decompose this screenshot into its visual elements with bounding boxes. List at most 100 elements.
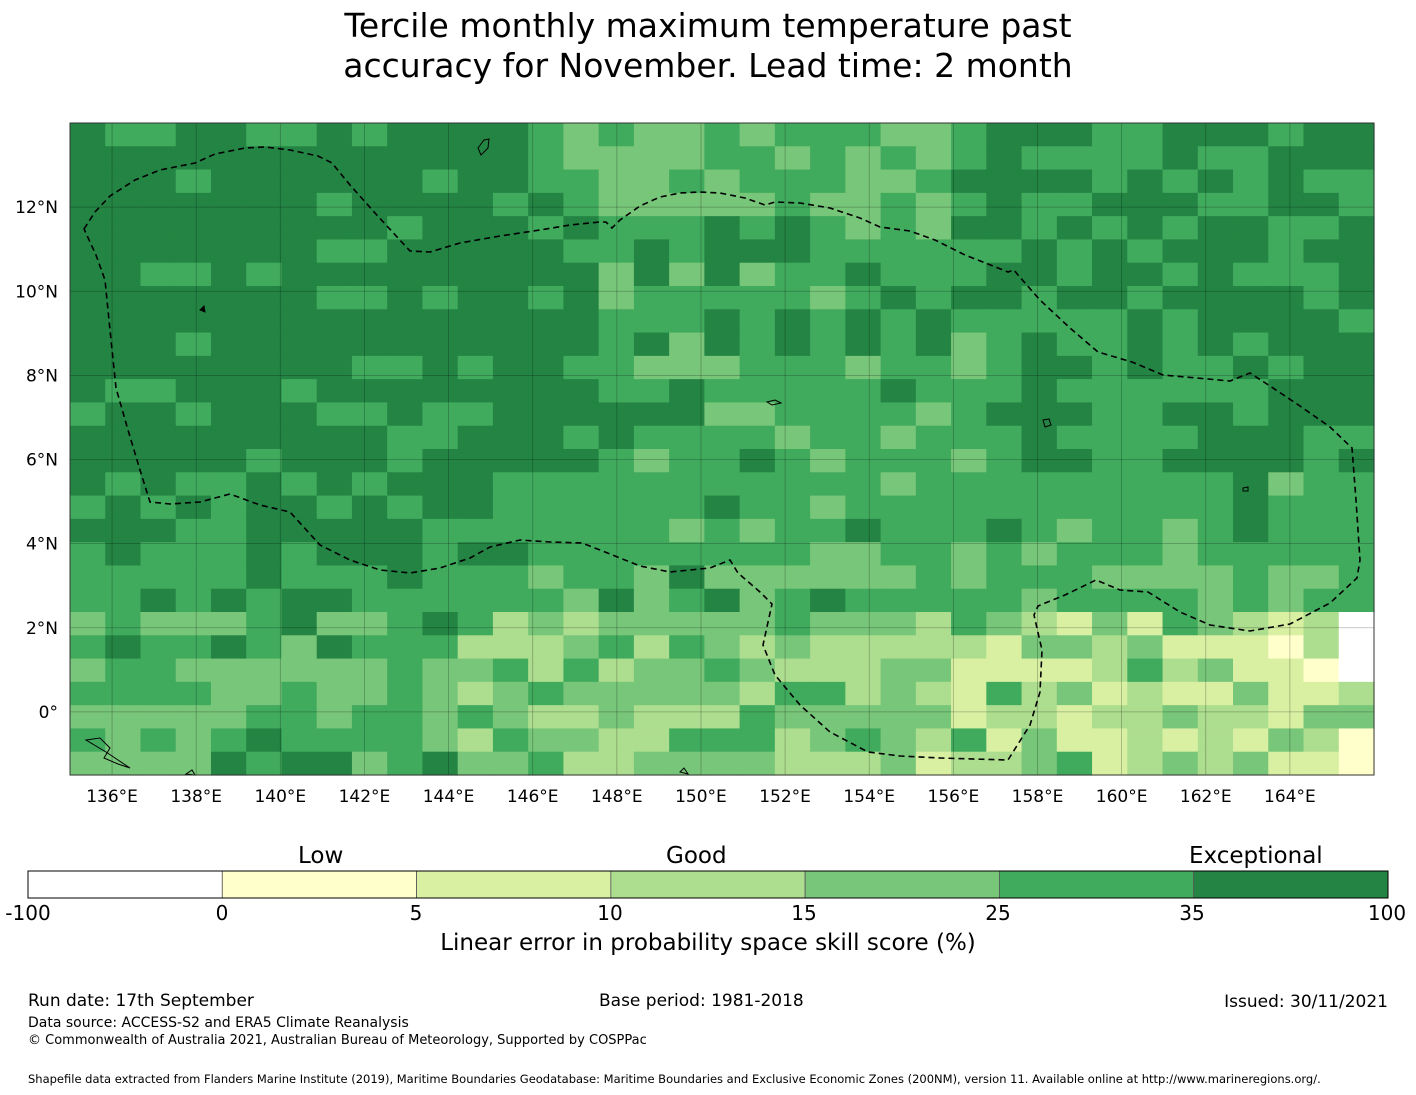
grid-cell xyxy=(387,309,424,334)
grid-cell xyxy=(739,355,776,380)
grid-cell xyxy=(1233,355,1269,380)
grid-cell xyxy=(880,192,917,217)
grid-cell xyxy=(633,588,670,613)
grid-cell xyxy=(704,146,741,171)
grid-cell xyxy=(1162,518,1199,543)
grid-cell xyxy=(492,705,529,730)
grid-cell xyxy=(105,542,142,567)
shapefile-credit: Shapefile data extracted from Flanders M… xyxy=(28,1072,1321,1086)
grid-cell xyxy=(422,728,459,753)
grid-cell xyxy=(246,286,283,310)
grid-cell xyxy=(1127,542,1164,567)
grid-cell xyxy=(281,355,318,380)
grid-cell xyxy=(845,495,882,520)
grid-cell xyxy=(1021,379,1058,404)
grid-cell xyxy=(528,192,564,217)
grid-cell xyxy=(175,728,212,753)
grid-cell xyxy=(457,681,494,706)
grid-cell xyxy=(598,402,635,427)
grid-cell xyxy=(563,449,600,473)
grid-cell xyxy=(810,449,846,473)
grid-cell xyxy=(1162,216,1199,241)
grid-cell xyxy=(1162,425,1199,450)
grid-cell xyxy=(387,192,424,217)
grid-cell xyxy=(739,332,776,357)
grid-cell xyxy=(70,262,106,287)
grid-cell xyxy=(1021,565,1058,590)
grid-cell xyxy=(845,425,882,450)
grid-cell xyxy=(1338,681,1375,706)
grid-cell xyxy=(1056,355,1093,380)
grid-cell xyxy=(70,355,106,380)
grid-cell xyxy=(633,612,670,636)
grid-cell xyxy=(1268,751,1305,776)
grid-cell xyxy=(915,169,952,194)
grid-cell xyxy=(880,216,917,241)
grid-cell xyxy=(246,612,283,636)
grid-cell xyxy=(1338,332,1375,357)
longitude-tick-label: 136°E xyxy=(86,787,138,807)
grid-cell xyxy=(563,658,600,683)
grid-cell xyxy=(70,169,106,194)
grid-cell xyxy=(1197,449,1234,473)
grid-cell xyxy=(739,705,776,730)
grid-cell xyxy=(1021,449,1058,473)
grid-cell xyxy=(422,262,459,287)
grid-cell xyxy=(387,286,424,310)
grid-cell xyxy=(316,705,353,730)
colorbar-tick: 35 xyxy=(1179,901,1205,925)
grid-cell xyxy=(387,216,424,241)
grid-cell xyxy=(1092,681,1128,706)
grid-cell xyxy=(246,379,283,404)
grid-cell xyxy=(1233,286,1269,310)
grid-cell xyxy=(70,472,106,497)
grid-cell xyxy=(316,192,353,217)
grid-cell xyxy=(316,425,353,450)
grid-cell xyxy=(704,262,741,287)
grid-cell xyxy=(598,332,635,357)
grid-cell xyxy=(281,565,318,590)
grid-cell xyxy=(387,123,424,147)
longitude-axis: 136°E 138°E 140°E 142°E 144°E 146°E 148°E 150°E… xyxy=(86,787,1316,807)
grid-cell xyxy=(915,309,952,334)
grid-cell xyxy=(1338,588,1375,613)
grid-cell xyxy=(281,542,318,567)
grid-cell xyxy=(1162,169,1199,194)
grid-cell xyxy=(669,658,705,683)
grid-cell xyxy=(669,612,705,636)
grid-cell xyxy=(1056,495,1093,520)
grid-cell xyxy=(1233,192,1269,217)
grid-cell xyxy=(1268,588,1305,613)
grid-cell xyxy=(351,658,388,683)
grid-cell xyxy=(598,681,635,706)
grid-cell xyxy=(1127,239,1164,264)
grid-cell xyxy=(1127,658,1164,683)
grid-cell xyxy=(633,565,670,590)
grid-cell xyxy=(175,355,212,380)
grid-cell xyxy=(563,612,600,636)
grid-cell xyxy=(669,495,705,520)
grid-cell xyxy=(281,425,318,450)
grid-cell xyxy=(351,472,388,497)
grid-cell xyxy=(1197,379,1234,404)
grid-cell xyxy=(105,658,142,683)
grid-cell xyxy=(1092,495,1128,520)
grid-cell xyxy=(810,192,846,217)
grid-cell xyxy=(1021,588,1058,613)
grid-cell xyxy=(986,146,1023,171)
grid-cell xyxy=(880,635,917,660)
grid-cell xyxy=(986,658,1023,683)
grid-cell xyxy=(1162,588,1199,613)
grid-cell xyxy=(915,705,952,730)
grid-cell xyxy=(1268,286,1305,310)
grid-cell xyxy=(175,332,212,357)
island-outline xyxy=(199,304,206,313)
grid-cell xyxy=(140,681,177,706)
grid-cell xyxy=(669,355,705,380)
grid-cell xyxy=(1127,705,1164,730)
grid-cell xyxy=(422,402,459,427)
grid-cell xyxy=(633,355,670,380)
grid-cell xyxy=(915,146,952,171)
graticule xyxy=(70,123,1374,775)
grid-cell xyxy=(1021,542,1058,567)
